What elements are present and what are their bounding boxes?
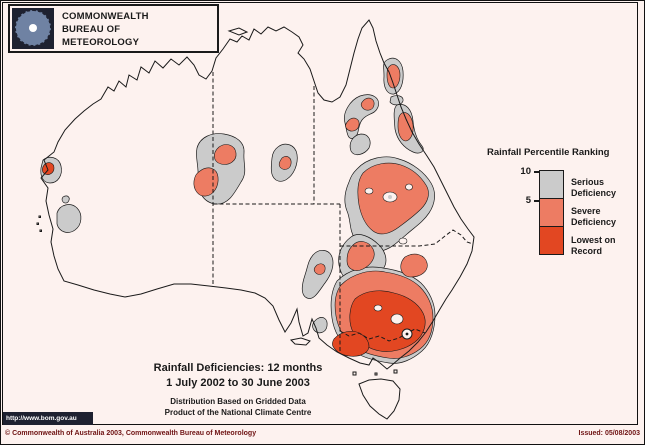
- caption-method: Distribution Based on Gridded Data: [170, 397, 306, 406]
- org-name: COMMONWEALTH BUREAU OF METEOROLOGY: [62, 10, 149, 49]
- website-url: http://www.bom.gov.au: [3, 412, 93, 425]
- legend-title: Rainfall Percentile Ranking: [487, 147, 610, 158]
- org-name-line1: COMMONWEALTH: [62, 11, 149, 22]
- caption-title: Rainfall Deficiencies: 12 months: [153, 362, 323, 374]
- legend-tick-10: 10: [520, 166, 531, 177]
- coastline: [36, 19, 475, 420]
- legend-swatch-severe: [539, 198, 564, 227]
- legend-label-serious-line2: Deficiency: [571, 188, 617, 198]
- gray-speck: [388, 195, 392, 199]
- issued-date: Issued: 05/08/2003: [578, 430, 641, 437]
- org-name-line2: BUREAU OF: [62, 24, 121, 35]
- legend-label-lowest-line1: Lowest on: [571, 235, 616, 245]
- melville-island: [227, 27, 249, 36]
- legend-tickmark-mid: [534, 200, 539, 202]
- bom-logo: [12, 8, 54, 49]
- legend-tickmark-top: [534, 171, 539, 173]
- caption-product: Product of the National Climate Centre: [164, 408, 312, 417]
- legend-tick-5: 5: [525, 195, 531, 206]
- legend-label-lowest: Lowest on Record: [571, 235, 616, 257]
- act-marker: [401, 328, 413, 340]
- state-borders: [212, 72, 474, 353]
- legend: Rainfall Percentile Ranking 10 5 Serious…: [481, 141, 643, 269]
- bom-disc-icon: [15, 10, 51, 46]
- legend-swatch-serious: [539, 170, 564, 199]
- tasmania: [358, 378, 401, 420]
- unshaded-holes: [364, 183, 413, 325]
- map-frame: [2, 2, 638, 425]
- kangaroo-island: [289, 337, 311, 346]
- copyright-notice: © Commonwealth of Australia 2003, Common…: [5, 430, 257, 437]
- legend-swatch-lowest: [539, 226, 564, 255]
- header-logo-box: COMMONWEALTH BUREAU OF METEOROLOGY: [8, 4, 219, 53]
- legend-label-severe: Severe Deficiency: [571, 206, 616, 228]
- map-caption: Rainfall Deficiencies: 12 months 1 July …: [98, 361, 378, 418]
- org-name-line3: METEOROLOGY: [62, 37, 140, 48]
- legend-color-bar: [539, 170, 564, 255]
- legend-label-serious-line1: Serious: [571, 177, 605, 187]
- legend-label-severe-line2: Deficiency: [571, 217, 617, 227]
- legend-label-serious: Serious Deficiency: [571, 177, 616, 199]
- legend-label-severe-line1: Severe: [571, 206, 601, 216]
- caption-period: 1 July 2002 to 30 June 2003: [166, 377, 310, 389]
- legend-label-lowest-line2: Record: [571, 246, 603, 256]
